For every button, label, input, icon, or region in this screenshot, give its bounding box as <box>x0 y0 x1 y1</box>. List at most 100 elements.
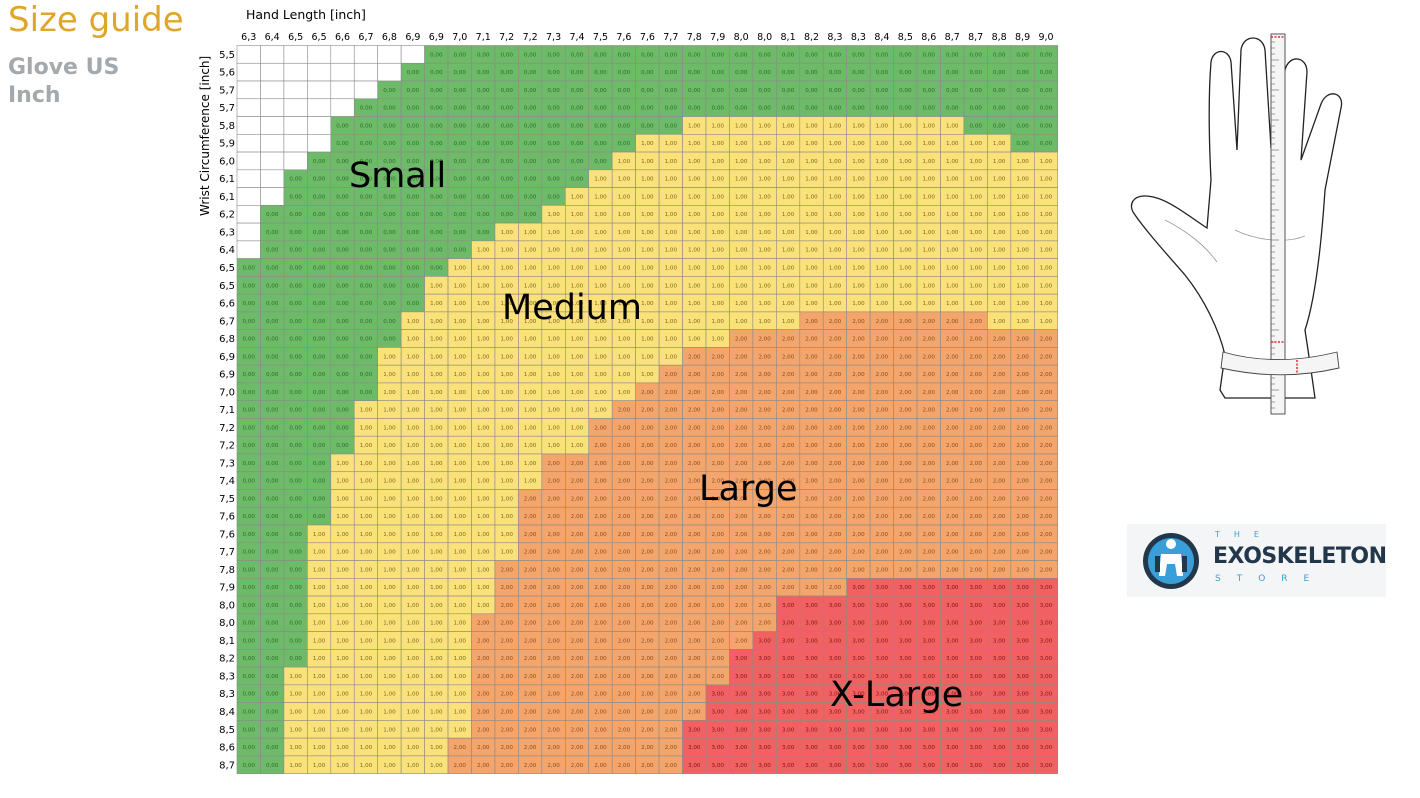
heatmap-cell-value: 0,00 <box>360 390 373 396</box>
heatmap-cell-value: 2,00 <box>876 425 889 431</box>
heatmap-cell-value: 0,00 <box>289 425 302 431</box>
heatmap-cell-value: 1,00 <box>946 159 959 165</box>
heatmap-cell-value: 2,00 <box>571 621 584 627</box>
heatmap-cell-value: 3,00 <box>782 674 795 680</box>
heatmap-cell-value: 1,00 <box>852 248 865 254</box>
heatmap-cell-value: 1,00 <box>454 567 467 573</box>
heatmap-cell-value: 1,00 <box>641 266 654 272</box>
heatmap-cell-value: 2,00 <box>829 567 842 573</box>
heatmap-cell-value: 1,00 <box>852 141 865 147</box>
heatmap-cell-value: 0,00 <box>688 52 701 58</box>
heatmap-cell-value: 2,00 <box>524 514 537 520</box>
heatmap-cell-value: 2,00 <box>500 745 513 751</box>
heatmap-cell-value: 2,00 <box>946 532 959 538</box>
heatmap-cell-empty <box>330 98 355 117</box>
heatmap-cell-value: 1,00 <box>1016 283 1029 289</box>
heatmap-cell-value: 1,00 <box>454 319 467 325</box>
heatmap-cell-value: 2,00 <box>852 390 865 396</box>
heatmap-cell-value: 0,00 <box>266 283 279 289</box>
heatmap-cell-value: 1,00 <box>665 177 678 183</box>
heatmap-cell-value: 2,00 <box>852 372 865 378</box>
heatmap-cell-empty <box>307 45 332 64</box>
heatmap-cell-value: 3,00 <box>993 621 1006 627</box>
heatmap-cell-value: 0,00 <box>407 70 420 76</box>
heatmap-cell-value: 0,00 <box>782 106 795 112</box>
heatmap-cell-value: 2,00 <box>594 425 607 431</box>
heatmap-cell-value: 2,00 <box>805 585 818 591</box>
heatmap-cell-value: 2,00 <box>571 727 584 733</box>
heatmap-cell-value: 2,00 <box>852 567 865 573</box>
y-tick-label: 7,8 <box>219 565 235 576</box>
heatmap-cell-value: 2,00 <box>899 567 912 573</box>
heatmap-cell-value: 2,00 <box>618 674 631 680</box>
heatmap-cell-value: 0,00 <box>547 159 560 165</box>
heatmap-cell-value: 3,00 <box>876 656 889 662</box>
heatmap-cell-value: 0,00 <box>336 354 349 360</box>
heatmap-cell-value: 1,00 <box>594 408 607 414</box>
heatmap-cell-value: 2,00 <box>993 532 1006 538</box>
heatmap-cell-value: 0,00 <box>313 194 326 200</box>
heatmap-cell-value: 2,00 <box>618 461 631 467</box>
heatmap-cell-value: 1,00 <box>547 354 560 360</box>
heatmap-cell-value: 1,00 <box>876 283 889 289</box>
logo-text-name: EXOSKELETON <box>1213 544 1387 569</box>
x-tick-label: 7,8 <box>687 32 702 43</box>
heatmap-cell-value: 1,00 <box>336 532 349 538</box>
heatmap-cell-value: 0,00 <box>477 194 490 200</box>
heatmap-cell-value: 2,00 <box>594 550 607 556</box>
heatmap-cell-value: 2,00 <box>641 745 654 751</box>
heatmap-cell-value: 2,00 <box>547 727 560 733</box>
heatmap-cell-value: 3,00 <box>876 727 889 733</box>
heatmap-cell-value: 1,00 <box>477 443 490 449</box>
heatmap-cell-value: 2,00 <box>829 443 842 449</box>
heatmap-cell-value: 0,00 <box>336 372 349 378</box>
heatmap-cell-value: 2,00 <box>641 390 654 396</box>
heatmap-cell-value: 2,00 <box>899 408 912 414</box>
x-tick-label: 7,1 <box>476 32 491 43</box>
heatmap-cell-value: 2,00 <box>923 408 936 414</box>
heatmap-cell-value: 2,00 <box>524 674 537 680</box>
heatmap-cell-empty <box>260 116 285 135</box>
y-tick-label: 8,4 <box>219 707 235 718</box>
heatmap-cell-value: 3,00 <box>993 585 1006 591</box>
heatmap-cell-value: 1,00 <box>665 266 678 272</box>
heatmap-cell-value: 1,00 <box>665 337 678 343</box>
heatmap-cell-value: 2,00 <box>547 603 560 609</box>
heatmap-cell-value: 0,00 <box>266 656 279 662</box>
heatmap-cell-value: 2,00 <box>829 408 842 414</box>
heatmap-cell-value: 1,00 <box>383 443 396 449</box>
heatmap-cell-value: 0,00 <box>242 283 255 289</box>
heatmap-cell-value: 1,00 <box>383 745 396 751</box>
heatmap-cell-value: 2,00 <box>969 372 982 378</box>
heatmap-cell-value: 2,00 <box>735 621 748 627</box>
heatmap-cell-value: 1,00 <box>899 194 912 200</box>
heatmap-cell-value: 1,00 <box>876 177 889 183</box>
heatmap-cell-value: 1,00 <box>454 656 467 662</box>
heatmap-cell-value: 0,00 <box>711 52 724 58</box>
heatmap-cell-value: 2,00 <box>1016 567 1029 573</box>
heatmap-cell-empty <box>236 169 261 188</box>
heatmap-cell-value: 0,00 <box>899 106 912 112</box>
heatmap-cell-value: 2,00 <box>641 425 654 431</box>
heatmap-cell-value: 1,00 <box>547 372 560 378</box>
heatmap-cell-value: 1,00 <box>313 603 326 609</box>
heatmap-cell-value: 0,00 <box>336 212 349 218</box>
heatmap-cell-value: 2,00 <box>969 567 982 573</box>
heatmap-cell-value: 2,00 <box>829 319 842 325</box>
heatmap-cell-value: 1,00 <box>946 230 959 236</box>
heatmap-cell-value: 0,00 <box>289 567 302 573</box>
heatmap-cell-value: 1,00 <box>336 638 349 644</box>
heatmap-cell-value: 0,00 <box>454 141 467 147</box>
heatmap-cell-value: 0,00 <box>641 70 654 76</box>
heatmap-cell-value: 3,00 <box>805 603 818 609</box>
heatmap-cell-value: 0,00 <box>547 70 560 76</box>
heatmap-cell-value: 1,00 <box>500 550 513 556</box>
heatmap-cell-value: 0,00 <box>430 123 443 129</box>
heatmap-cell-value: 2,00 <box>641 408 654 414</box>
heatmap-cell-value: 2,00 <box>547 745 560 751</box>
heatmap-cell-value: 3,00 <box>711 745 724 751</box>
heatmap-cell-empty <box>260 187 285 206</box>
heatmap-cell-value: 1,00 <box>899 159 912 165</box>
heatmap-cell-value: 1,00 <box>383 710 396 716</box>
heatmap-cell-value: 0,00 <box>805 88 818 94</box>
